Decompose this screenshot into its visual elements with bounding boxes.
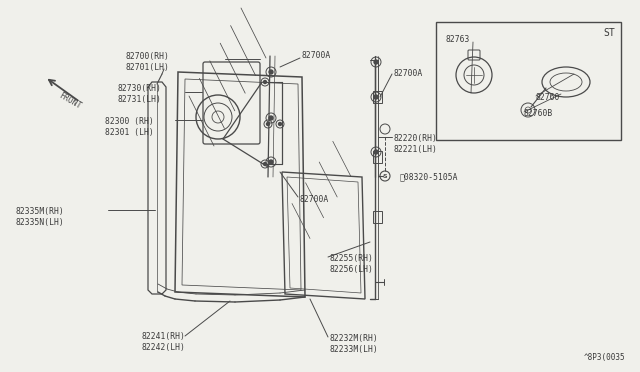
Circle shape [269,160,273,164]
Circle shape [264,80,266,83]
Text: 82760B: 82760B [523,109,552,118]
Circle shape [269,116,273,120]
Circle shape [269,70,273,74]
Text: ^8P3(0035: ^8P3(0035 [584,353,625,362]
Text: 82760: 82760 [536,93,561,102]
Text: 82763: 82763 [446,35,470,44]
Text: 82220(RH)
82221(LH): 82220(RH) 82221(LH) [393,134,437,154]
Text: S: S [383,173,387,179]
Text: 82700A: 82700A [302,51,332,60]
Circle shape [266,122,269,125]
Text: 82335M(RH)
82335N(LH): 82335M(RH) 82335N(LH) [15,207,64,227]
Text: 82700A: 82700A [300,196,329,205]
Bar [436,22,621,140]
Text: 82241(RH)
82242(LH): 82241(RH) 82242(LH) [142,332,186,352]
Text: 82700A: 82700A [393,70,422,78]
Text: 82255(RH)
82256(LH): 82255(RH) 82256(LH) [330,254,374,274]
Text: 82300 (RH)
82301 (LH): 82300 (RH) 82301 (LH) [105,117,154,137]
Text: FRONT: FRONT [57,91,83,111]
Circle shape [278,122,282,125]
Text: Ⓝ08320-5105A: Ⓝ08320-5105A [400,173,458,182]
Text: 82700(RH)
82701(LH): 82700(RH) 82701(LH) [125,52,169,72]
Text: 82232M(RH)
82233M(LH): 82232M(RH) 82233M(LH) [330,334,379,354]
Circle shape [374,150,378,154]
Circle shape [374,60,378,64]
Text: ST: ST [604,28,615,38]
Text: 82730(RH)
82731(LH): 82730(RH) 82731(LH) [118,84,162,104]
Circle shape [264,163,266,166]
Circle shape [374,95,378,99]
